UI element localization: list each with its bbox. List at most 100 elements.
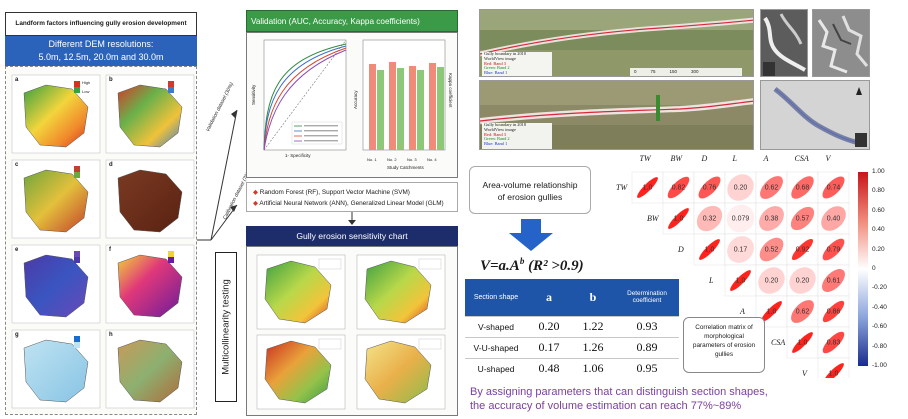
multicollinearity-label: Multicollinearity testing	[220, 279, 232, 375]
map-letter-d: d	[109, 162, 113, 168]
corr-value: 0.62	[795, 308, 810, 315]
corr-value: 0.52	[764, 246, 779, 253]
multicollinearity-box: Multicollinearity testing	[215, 252, 237, 402]
colorbar-tick: -0.40	[872, 303, 887, 311]
dem-maps-svg	[11, 74, 195, 409]
legend-high: High	[82, 80, 91, 85]
corr-value: 1.0	[704, 246, 715, 253]
validation-title: Validation (AUC, Accuracy, Kappa coeffic…	[251, 17, 420, 26]
corr-value: 0.79	[826, 246, 841, 253]
correlation-matrix: TW BW D L A CSA V TW BW D L A CSA V 1.0 0.82 0.76 0.20 0.6…	[612, 152, 856, 378]
map-letter-e: e	[15, 247, 19, 253]
dem-map-c	[23, 169, 89, 233]
colorbar-tick: 0.80	[872, 187, 885, 195]
caption-2018: Gully boundary in 2018 WorldView image R…	[484, 122, 527, 147]
corr-ellipse	[823, 363, 844, 378]
table-row: V-shaped 0.20 1.22 0.93	[465, 315, 679, 337]
dem-map-d	[117, 169, 183, 233]
accuracy-bar	[409, 66, 416, 150]
corr-value: 0.83	[826, 339, 841, 346]
validation-body: 1- Specificity Sensitivity Study Catchme…	[246, 32, 458, 178]
colorbar-tick: -0.60	[872, 323, 887, 331]
colorbar-tick: -1.00	[872, 362, 887, 369]
corr-cell	[817, 357, 850, 378]
corr-value: 0.82	[671, 184, 686, 191]
colorbar	[858, 172, 868, 366]
corr-row-label: L	[709, 275, 714, 285]
corr-ellipse	[637, 177, 658, 198]
colorbar-tick: 0.60	[872, 206, 885, 214]
gully-outline-svg	[761, 81, 869, 149]
correlation-matrix-svg	[631, 171, 850, 378]
satellite-2018-svg	[480, 81, 753, 149]
corr-ellipse	[726, 204, 755, 233]
legend-low: Low	[82, 89, 90, 94]
area-volume-text: Area-volume relationship of erosion gull…	[482, 180, 578, 202]
scale-2010: 0 75 150 300	[634, 69, 699, 74]
corr-value: 0.76	[702, 184, 717, 191]
corr-ellipse	[727, 236, 754, 263]
sensitivity-map-1	[264, 260, 332, 324]
left-title-box: Landform factors influencing gully erosi…	[5, 12, 197, 36]
area-volume-box: Area-volume relationship of erosion gull…	[469, 166, 591, 214]
accuracy-bar-chart	[362, 39, 446, 151]
dem-hillshade-image	[760, 9, 808, 77]
corr-value: 0.17	[733, 246, 748, 253]
correlation-caption: Correlation matrix of morphological para…	[692, 324, 756, 358]
conclusion-line-2: the accuracy of volume estimation can re…	[470, 399, 742, 412]
corr-value: 0.61	[826, 277, 841, 284]
corr-ellipse	[792, 332, 813, 353]
satellite-image-2018: Gully boundary in 2018 WorldView image R…	[479, 80, 754, 150]
bar-cat-1: No. 1	[367, 157, 377, 162]
corr-ellipse	[791, 176, 814, 199]
corr-value: 0.20	[764, 277, 779, 284]
map-letter-g: g	[15, 332, 19, 338]
dem-title: Different DEM resolutions:	[48, 39, 154, 49]
corr-value: 0.74	[826, 184, 841, 191]
map-letter-a: a	[15, 77, 19, 83]
corr-value: 0.62	[764, 184, 779, 191]
sensitivity-map-2	[364, 260, 432, 324]
corr-row-label: TW	[616, 182, 628, 192]
corr-value: 0.57	[795, 215, 810, 222]
colorbar-tick: -0.20	[872, 284, 887, 292]
accuracy-bar	[429, 63, 436, 150]
roc-ylabel: Sensitivity	[251, 84, 256, 105]
corr-ellipse	[791, 300, 814, 323]
colorbar-tick: 1.00	[872, 168, 885, 175]
corr-ellipse	[789, 267, 816, 294]
corr-ellipse	[759, 206, 784, 231]
corr-ellipse	[696, 205, 723, 232]
corr-value: 0.38	[764, 215, 779, 222]
colorbar-ticks: 1.00 0.80 0.60 0.40 0.20 0 -0.20 -0.40 -0.60 -0.8…	[872, 168, 906, 372]
map-letter-h: h	[109, 332, 113, 338]
corr-row-label: A	[740, 306, 745, 316]
bar-xlabel: Study Catchments	[387, 165, 424, 170]
header-r2: Determination coefficient	[615, 279, 679, 316]
accuracy-bar	[377, 70, 384, 150]
corr-ellipse	[667, 176, 690, 199]
corr-value: 0.079	[731, 215, 750, 222]
corr-col-label: V	[825, 154, 831, 163]
header-b: b	[571, 279, 615, 316]
corr-value: 1.0	[642, 184, 653, 191]
corr-ellipse	[822, 238, 845, 261]
header-a: a	[527, 279, 571, 316]
formula-exp: b	[519, 256, 525, 266]
gully-outline-image	[760, 80, 870, 150]
corr-row-label: CSA	[771, 337, 786, 347]
corr-value: 1.0	[766, 308, 777, 315]
corr-ellipse	[790, 206, 815, 231]
formula: V=a.Ab (R² >0.9)	[480, 256, 584, 275]
corr-ellipse	[822, 300, 845, 323]
corr-ellipse	[821, 206, 846, 231]
map-letter-f: f	[109, 247, 111, 253]
table-row: V-U-shaped 0.17 1.26 0.89	[465, 336, 679, 358]
corr-ellipse	[759, 237, 784, 262]
corr-value: 0.20	[733, 184, 748, 191]
dem-map-a	[23, 84, 89, 148]
sensitivity-maps-svg	[256, 254, 446, 410]
accuracy-bar	[369, 64, 376, 150]
satellite-2010-svg	[480, 10, 753, 76]
colorbar-tick: 0.20	[872, 245, 885, 253]
